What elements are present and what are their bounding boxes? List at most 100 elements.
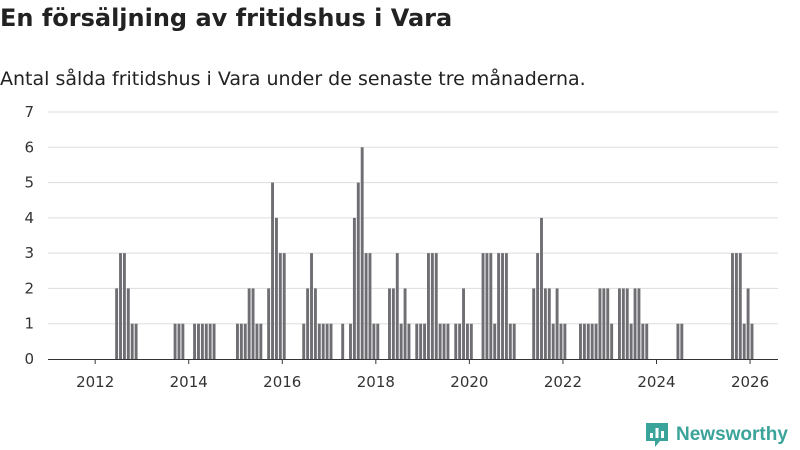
brand-logo: Newsworthy	[644, 420, 788, 450]
bar	[501, 253, 504, 359]
bar	[458, 323, 462, 359]
bar	[391, 288, 395, 359]
x-tick-label: 2012	[76, 373, 114, 391]
bar	[442, 323, 446, 359]
bar	[434, 253, 438, 359]
bar	[532, 288, 536, 359]
bar	[325, 323, 329, 359]
bar	[395, 253, 399, 359]
x-tick-label: 2022	[544, 373, 582, 391]
bar	[364, 253, 368, 359]
y-tick-label: 6	[24, 138, 34, 156]
brand-name: Newsworthy	[676, 424, 788, 445]
bar	[407, 323, 411, 359]
bar	[278, 253, 282, 359]
bar	[594, 323, 598, 359]
newsworthy-logo-icon	[646, 423, 668, 447]
bar	[403, 288, 407, 359]
bar	[555, 288, 559, 359]
bar	[446, 323, 450, 359]
bar	[313, 288, 317, 359]
bar	[360, 147, 364, 359]
bar	[621, 288, 625, 359]
bar	[329, 323, 333, 359]
bar	[130, 323, 134, 359]
bar	[415, 323, 419, 359]
bar	[349, 323, 352, 359]
x-tick-label: 2018	[357, 373, 395, 391]
bar	[352, 217, 356, 359]
bar	[423, 323, 427, 359]
y-tick-label: 7	[24, 103, 34, 121]
bar	[582, 323, 586, 359]
bar	[598, 288, 602, 359]
bar	[680, 323, 684, 359]
bar	[419, 323, 423, 359]
bar	[489, 253, 493, 359]
bar	[481, 253, 485, 359]
bar	[563, 323, 567, 359]
bar	[247, 288, 251, 359]
bar	[543, 288, 547, 359]
bar	[645, 323, 649, 359]
bar-chart: 0 1 2 3 4 5 6 7 1 2012 2014 2016 2018 2020 2022 2024 202…	[24, 100, 778, 391]
bar	[731, 253, 734, 359]
bar	[742, 323, 746, 359]
bar	[551, 323, 555, 359]
bar	[618, 288, 621, 359]
bar	[399, 323, 403, 359]
bar	[204, 323, 208, 359]
bar	[126, 288, 130, 359]
bar	[493, 323, 497, 359]
bar	[236, 323, 239, 359]
y-tick-label: 5	[24, 174, 34, 192]
bar	[306, 288, 310, 359]
bar	[641, 323, 645, 359]
bar	[115, 288, 119, 359]
bar	[208, 323, 212, 359]
bar	[282, 253, 286, 359]
bar	[177, 323, 181, 359]
highlight-value-label: 1	[750, 100, 760, 104]
chart-title: En försäljning av fritidshus i Vara	[0, 4, 453, 32]
bar	[430, 253, 434, 359]
bar	[193, 323, 197, 359]
x-tick-label: 2014	[170, 373, 208, 391]
bar	[540, 217, 543, 359]
bar	[427, 253, 430, 359]
bar	[388, 288, 391, 359]
bar	[746, 288, 750, 359]
bar	[462, 288, 465, 359]
bar	[559, 323, 563, 359]
bar	[181, 323, 185, 359]
bar	[200, 323, 204, 359]
bar	[341, 323, 345, 359]
bar	[271, 182, 274, 359]
y-tick-label: 2	[24, 279, 34, 297]
y-tick-label: 0	[24, 350, 34, 368]
bar	[356, 182, 360, 359]
bar	[469, 323, 473, 359]
bar	[734, 253, 738, 359]
x-tick-label: 2016	[263, 373, 301, 391]
y-tick-label: 4	[24, 209, 34, 227]
bar	[465, 323, 469, 359]
x-tick-label: 2026	[731, 373, 769, 391]
chart-subtitle: Antal sålda fritidshus i Vara under de s…	[0, 68, 586, 90]
bar	[317, 323, 321, 359]
bar	[504, 253, 508, 359]
bar	[197, 323, 200, 359]
bar	[368, 253, 372, 359]
bar	[239, 323, 243, 359]
bar	[586, 323, 590, 359]
bar	[134, 323, 138, 359]
x-tick-label: 2020	[450, 373, 488, 391]
y-tick-label: 3	[24, 244, 34, 262]
bar	[376, 323, 380, 359]
bar	[274, 217, 278, 359]
bar	[738, 253, 742, 359]
bar	[310, 253, 313, 359]
bar	[547, 288, 551, 359]
bar	[606, 288, 610, 359]
bar	[633, 288, 637, 359]
